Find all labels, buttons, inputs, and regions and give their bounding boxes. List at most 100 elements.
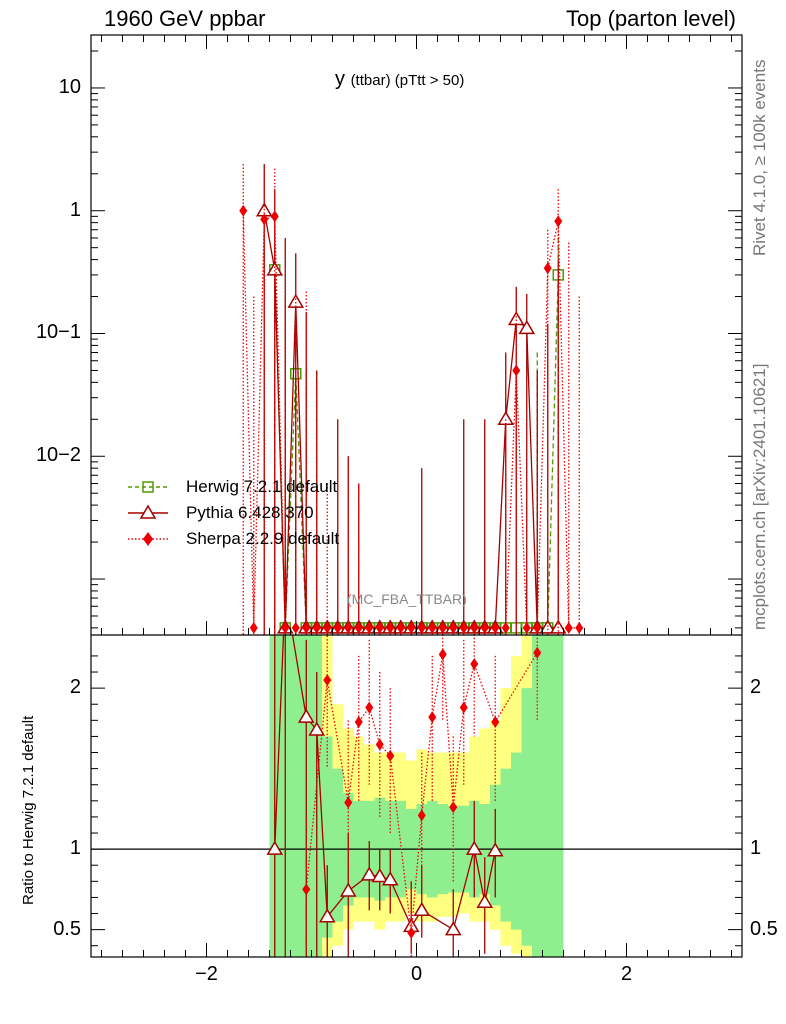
- legend-sherpa-marker-icon: [128, 532, 168, 546]
- legend-herwig-label: Herwig 7.2.1 default: [186, 477, 338, 496]
- ratio-point-pythia: [381, 871, 399, 886]
- band-inner: [322, 736, 333, 938]
- ratio-point-sherpa: [470, 657, 479, 670]
- point-sherpa: [564, 621, 573, 634]
- mcplots-label: mcplots.cern.ch [arXiv:2401.10621]: [750, 363, 769, 630]
- point-sherpa: [459, 621, 468, 634]
- point-pythia: [507, 311, 525, 326]
- point-sherpa: [522, 621, 531, 634]
- ratio-point-sherpa: [354, 715, 363, 728]
- x-tick-label: 2: [620, 963, 633, 985]
- ratio-point-sherpa: [491, 715, 500, 728]
- point-sherpa: [344, 621, 353, 634]
- band-inner: [511, 752, 522, 930]
- ratio-point-sherpa: [386, 749, 395, 762]
- ratio-point-pythia: [371, 868, 389, 883]
- point-sherpa: [543, 262, 552, 275]
- ratio-point-sherpa: [323, 674, 332, 687]
- point-sherpa: [365, 621, 374, 634]
- legend-sherpa-label: Sherpa 2.2.9 default: [186, 529, 340, 548]
- main-y-tick-label: 10−2: [35, 444, 81, 467]
- point-sherpa: [554, 215, 563, 228]
- main-y-tick-label: 10: [58, 75, 81, 98]
- plot-title-suffix: (ttbar) (pTtt > 50): [350, 72, 465, 89]
- header-right: Top (parton level): [566, 6, 736, 31]
- point-sherpa: [575, 621, 584, 634]
- ratio-y-tick-label-left: 0.5: [53, 917, 81, 940]
- point-sherpa: [438, 621, 447, 634]
- point-sherpa: [396, 621, 405, 634]
- point-sherpa: [302, 621, 311, 634]
- ratio-point-sherpa: [344, 796, 353, 809]
- ratio-point-sherpa: [365, 701, 374, 714]
- header-left: 1960 GeV ppbar: [104, 6, 266, 31]
- ratio-point-sherpa: [438, 648, 447, 661]
- ratio-point-pythia: [308, 721, 326, 736]
- band-inner: [521, 688, 532, 946]
- point-sherpa: [333, 621, 342, 634]
- legend-item-herwig: Herwig 7.2.1 default: [128, 476, 388, 502]
- point-pythia: [497, 410, 515, 426]
- point-sherpa: [480, 621, 489, 634]
- ratio-y-tick-label-left: 2: [69, 676, 81, 699]
- ratio-line-sherpa: [305, 652, 538, 933]
- band-inner: [532, 635, 543, 957]
- point-sherpa: [239, 204, 248, 217]
- band-inner: [553, 635, 564, 957]
- legend: Herwig 7.2.1 default Pythia 6.428 370 Sh…: [128, 476, 388, 554]
- point-sherpa: [428, 621, 437, 634]
- ratio-point-pythia: [476, 893, 494, 909]
- ratio-point-sherpa: [417, 809, 426, 822]
- point-sherpa: [260, 213, 269, 226]
- point-sherpa: [386, 621, 395, 634]
- point-sherpa: [249, 621, 258, 634]
- ratio-plot-area: [91, 635, 742, 957]
- point-sherpa: [449, 621, 458, 634]
- x-tick-label: 0: [410, 963, 423, 985]
- point-sherpa: [501, 621, 510, 634]
- series-line-sherpa: [242, 210, 580, 629]
- ratio-point-pythia: [339, 882, 357, 897]
- ratio-y-tick-label-right: 2: [750, 676, 762, 699]
- band-inner: [542, 635, 553, 957]
- point-sherpa: [470, 621, 479, 634]
- point-sherpa: [417, 621, 426, 634]
- point-sherpa: [512, 364, 521, 377]
- legend-pythia-marker-icon: [128, 504, 168, 519]
- point-sherpa: [323, 621, 332, 634]
- point-sherpa: [291, 621, 300, 634]
- plot-title: y (ttbar) (pTtt > 50): [335, 68, 464, 91]
- point-sherpa: [270, 210, 279, 223]
- point-sherpa: [491, 621, 500, 634]
- legend-item-pythia: Pythia 6.428 370: [128, 502, 388, 528]
- ratio-point-sherpa: [449, 801, 458, 814]
- ratio-point-pythia: [465, 840, 483, 855]
- band-inner: [332, 768, 343, 922]
- axes-frame: [90, 34, 743, 958]
- ratio-point-sherpa: [407, 926, 416, 939]
- ratio-y-tick-label-right: 0.5: [750, 917, 778, 940]
- point-sherpa: [533, 621, 542, 634]
- legend-item-sherpa: Sherpa 2.2.9 default: [128, 528, 388, 554]
- legend-herwig-marker-icon: [128, 481, 168, 493]
- ratio-point-pythia: [318, 908, 336, 923]
- ratio-point-pythia: [444, 921, 462, 936]
- point-pythia: [518, 319, 536, 335]
- ratio-point-sherpa: [459, 701, 468, 714]
- point-pythia: [287, 293, 305, 308]
- ratio-point-sherpa: [375, 738, 384, 751]
- ratio-point-pythia: [486, 842, 504, 857]
- point-sherpa: [281, 621, 290, 634]
- ratio-point-pythia: [266, 840, 284, 855]
- ratio-point-sherpa: [428, 711, 437, 724]
- plot-title-main: y: [335, 68, 345, 90]
- point-sherpa: [312, 621, 321, 634]
- point-sherpa: [407, 621, 416, 634]
- main-y-tick-label: 1: [69, 198, 81, 221]
- point-sherpa: [354, 621, 363, 634]
- x-tick-label: −2: [195, 963, 218, 985]
- ratio-ylabel: Ratio to Herwig 7.2.1 default: [20, 715, 37, 905]
- ratio-y-tick-label-right: 1: [750, 837, 762, 860]
- point-sherpa: [375, 621, 384, 634]
